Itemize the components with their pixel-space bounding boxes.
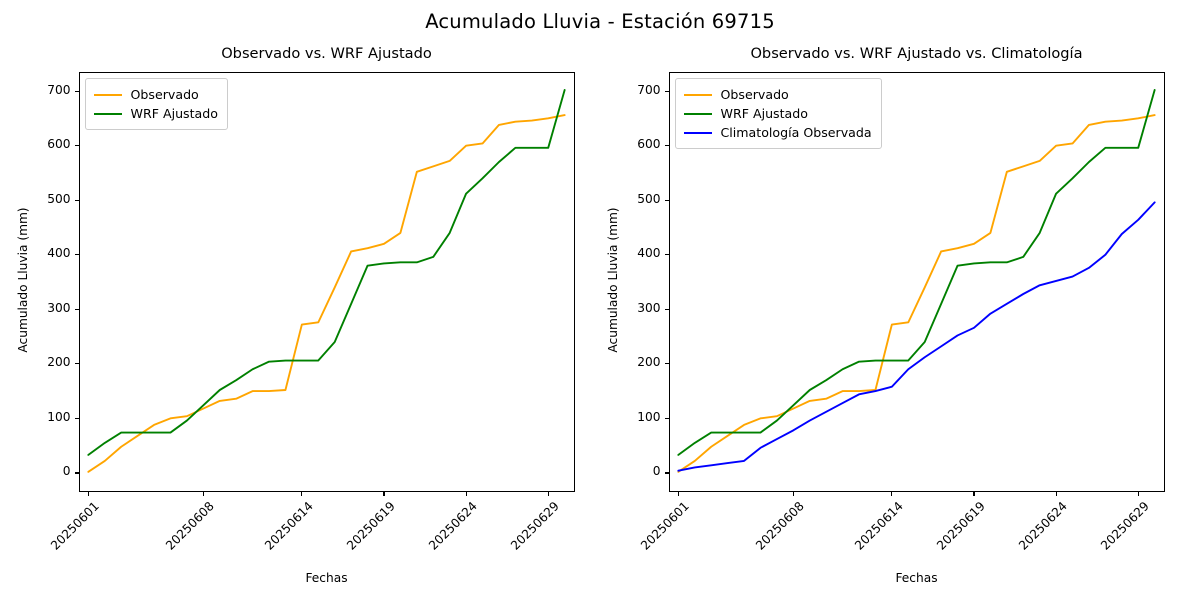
subplot-left-legend[interactable]: Observado WRF Ajustado <box>84 78 228 130</box>
legend-color-swatch <box>683 131 712 134</box>
y-tick-label: 400 <box>637 246 661 261</box>
y-tick-mark <box>75 199 79 201</box>
x-tick-mark <box>677 492 679 496</box>
y-tick-label: 200 <box>47 355 71 370</box>
legend-entry[interactable]: Observado <box>93 85 218 104</box>
figure-suptitle: Acumulado Lluvia - Estación 69715 <box>425 10 775 33</box>
y-tick-mark <box>665 417 669 419</box>
y-tick-mark <box>665 199 669 201</box>
y-tick-mark <box>75 472 79 474</box>
y-tick-mark <box>75 308 79 310</box>
x-tick-mark <box>465 492 467 496</box>
legend-label: Observado <box>130 87 199 102</box>
legend-entry[interactable]: Climatología Observada <box>683 123 872 142</box>
subplot-right-plot-area <box>668 72 1165 492</box>
series-line <box>677 89 1156 456</box>
y-tick-mark <box>665 254 669 256</box>
legend-color-swatch <box>93 93 122 96</box>
subplot-left-xlabel: Fechas <box>305 571 348 585</box>
y-tick-label: 100 <box>637 409 661 424</box>
x-tick-mark <box>891 492 893 496</box>
y-tick-label: 500 <box>47 191 71 206</box>
y-tick-label: 300 <box>637 300 661 315</box>
legend-entry[interactable]: WRF Ajustado <box>93 104 218 123</box>
subplot-left-title: Observado vs. WRF Ajustado <box>221 45 432 62</box>
y-tick-label: 400 <box>47 246 71 261</box>
y-tick-mark <box>75 254 79 256</box>
x-tick-mark <box>1137 492 1139 496</box>
legend-label: Climatología Observada <box>720 125 872 140</box>
legend-label: WRF Ajustado <box>130 106 218 121</box>
legend-entry[interactable]: Observado <box>683 85 872 104</box>
subplot-right-title: Observado vs. WRF Ajustado vs. Climatolo… <box>750 45 1083 62</box>
y-tick-label: 700 <box>637 82 661 97</box>
y-tick-mark <box>75 363 79 365</box>
y-tick-label: 0 <box>652 464 661 479</box>
y-tick-mark <box>665 472 669 474</box>
x-tick-mark <box>792 492 794 496</box>
legend-label: WRF Ajustado <box>720 106 808 121</box>
y-tick-mark <box>75 417 79 419</box>
legend-color-swatch <box>683 93 712 96</box>
y-tick-label: 200 <box>637 355 661 370</box>
legend-entry[interactable]: WRF Ajustado <box>683 104 872 123</box>
y-tick-label: 600 <box>47 137 71 152</box>
legend-label: Observado <box>720 87 789 102</box>
x-tick-mark <box>301 492 303 496</box>
y-tick-mark <box>665 363 669 365</box>
y-tick-label: 500 <box>637 191 661 206</box>
y-tick-mark <box>75 145 79 147</box>
y-tick-label: 700 <box>47 82 71 97</box>
x-tick-mark <box>1055 492 1057 496</box>
y-tick-mark <box>665 145 669 147</box>
series-line <box>677 201 1156 472</box>
subplot-left-plot-area <box>78 72 575 492</box>
y-tick-label: 0 <box>62 464 71 479</box>
series-line <box>677 114 1156 473</box>
y-tick-label: 600 <box>637 137 661 152</box>
x-tick-mark <box>547 492 549 496</box>
x-tick-mark <box>973 492 975 496</box>
y-tick-label: 100 <box>47 409 71 424</box>
legend-color-swatch <box>93 112 122 115</box>
y-tick-mark <box>665 90 669 92</box>
series-line <box>87 114 566 473</box>
series-line <box>87 89 566 456</box>
x-tick-mark <box>87 492 89 496</box>
subplot-right-legend[interactable]: Observado WRF Ajustado Climatología Observ… <box>674 78 882 149</box>
x-tick-mark <box>202 492 204 496</box>
x-tick-mark <box>383 492 385 496</box>
subplot-right-xlabel: Fechas <box>895 571 938 585</box>
legend-color-swatch <box>683 112 712 115</box>
y-tick-mark <box>665 308 669 310</box>
y-tick-mark <box>75 90 79 92</box>
y-tick-label: 300 <box>47 300 71 315</box>
